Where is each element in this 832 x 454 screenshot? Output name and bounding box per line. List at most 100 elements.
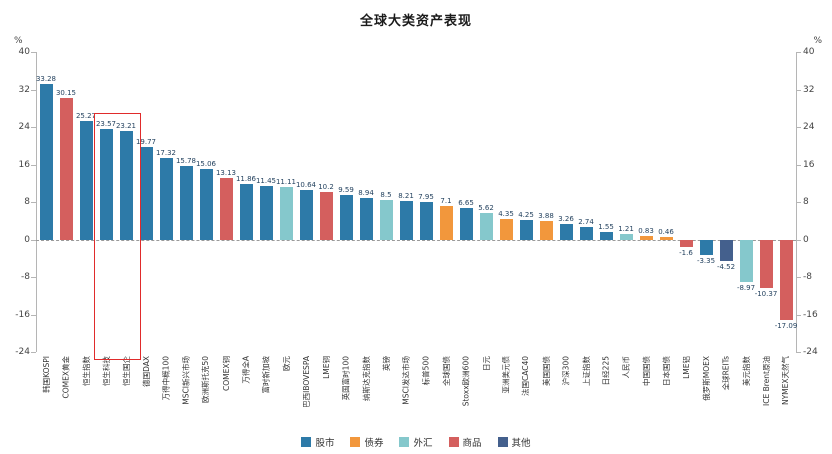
y-tick-label-left: 24 xyxy=(18,122,30,132)
bar-value-label: 30.15 xyxy=(55,89,77,98)
tick-mark-right xyxy=(796,127,801,128)
bar-value-label: 8.94 xyxy=(358,188,374,197)
bar-value-label: 0.46 xyxy=(658,228,674,237)
bar xyxy=(759,239,773,289)
legend-label: 债券 xyxy=(364,438,384,449)
bar xyxy=(739,239,753,282)
bar-value-label: 1.55 xyxy=(598,223,614,232)
legend-item-股市: 股市 xyxy=(301,435,334,449)
bar xyxy=(59,98,73,240)
bar xyxy=(579,226,593,240)
bar xyxy=(659,237,673,240)
y-tick-label-left: 16 xyxy=(18,159,30,170)
tick-mark-right xyxy=(796,164,801,166)
bar-value-label: 7.1 xyxy=(440,197,452,206)
bar-axis-label: MSCI新兴市场 xyxy=(181,356,191,405)
bar-axis-label: 沪深300 xyxy=(561,356,571,386)
bar-value-label: 3.88 xyxy=(538,212,554,221)
bar-axis-label: COMEX黄金 xyxy=(61,356,71,399)
bar-axis-label: 日本国债 xyxy=(661,356,671,386)
legend-item-商品: 商品 xyxy=(448,435,482,449)
bar-axis-label: 德国DAX xyxy=(141,356,151,387)
bar-axis-label: 恒生国企 xyxy=(121,356,131,386)
bar-value-label: 11.86 xyxy=(235,174,257,183)
tick-mark-right xyxy=(796,239,801,241)
bar-axis-label: 美元指数 xyxy=(741,356,751,386)
tick-mark-left xyxy=(31,202,36,203)
bar-value-label: 1.21 xyxy=(618,224,634,233)
bar-axis-label: 全球REITs xyxy=(721,356,731,391)
tick-mark-left xyxy=(31,127,36,128)
bar-axis-label: 标普500 xyxy=(421,356,431,386)
bar-value-label: 33.28 xyxy=(35,74,57,83)
bar-axis-label: 恒生科技 xyxy=(101,356,111,386)
legend-swatch xyxy=(399,437,410,447)
bar-value-label: 8.21 xyxy=(398,192,414,201)
bar-value-label: 10.2 xyxy=(318,182,334,191)
bar xyxy=(119,130,133,240)
bar-axis-label: 亚洲美元债 xyxy=(501,356,511,394)
y-tick-label-right: 32 xyxy=(803,84,815,95)
y-tick-label-left: -24 xyxy=(15,347,30,357)
tick-mark-left xyxy=(31,277,36,278)
y-tick-label-right: 16 xyxy=(803,159,815,170)
y-tick-label-right: 24 xyxy=(803,122,815,132)
tick-mark-right xyxy=(796,314,801,316)
bar-value-label: 4.35 xyxy=(498,210,514,219)
bar-axis-label: 法国CAC40 xyxy=(521,356,531,397)
bar xyxy=(179,165,193,240)
tick-mark-left xyxy=(31,52,36,53)
bar-axis-label: LME铝 xyxy=(681,356,691,379)
bar xyxy=(299,189,313,240)
bar xyxy=(699,239,713,256)
bar-value-label: 10.64 xyxy=(295,180,317,189)
legend-swatch xyxy=(301,437,312,447)
bar-axis-label: NYMEX天然气 xyxy=(781,356,791,406)
bar-axis-label: 富时新加坡 xyxy=(261,356,271,394)
bar xyxy=(259,185,273,240)
tick-mark-left xyxy=(31,164,36,166)
bar-value-label: 9.59 xyxy=(338,185,354,194)
bar-axis-label: 人民币 xyxy=(621,356,631,379)
bar xyxy=(639,235,653,240)
bar xyxy=(219,177,233,240)
chart-title: 全球大类资产表现 xyxy=(359,14,472,29)
bar-value-label: 6.65 xyxy=(458,199,474,208)
legend-item-债券: 债券 xyxy=(350,435,383,449)
bar-axis-label: 英镑 xyxy=(381,356,391,371)
bar-axis-label: 日经225 xyxy=(601,356,611,386)
y-tick-label-right: -24 xyxy=(803,347,818,357)
y-tick-label-right: 0 xyxy=(803,234,809,245)
bar xyxy=(339,194,353,240)
tick-mark-right xyxy=(796,89,801,91)
bar-value-label: 19.77 xyxy=(135,137,157,146)
bar xyxy=(679,239,693,247)
legend-label: 外汇 xyxy=(413,438,433,449)
bar-value-label: 25.27 xyxy=(75,112,97,121)
bar-value-label: 15.78 xyxy=(175,156,197,165)
bar xyxy=(519,219,533,240)
bar-value-label: 2.74 xyxy=(578,217,594,226)
bar xyxy=(599,232,613,240)
bar-axis-label: 中国国债 xyxy=(641,356,651,386)
bar xyxy=(559,224,573,240)
bar-value-label: 17.32 xyxy=(155,149,177,158)
legend-swatch xyxy=(497,437,508,447)
bar-value-label: -10.37 xyxy=(754,290,778,299)
bar-axis-label: 俄罗斯MOEX xyxy=(701,356,711,401)
legend-swatch xyxy=(350,437,361,447)
bar xyxy=(359,197,373,240)
bar-value-label: 23.21 xyxy=(115,121,137,130)
bar xyxy=(539,221,553,240)
y-tick-label-left: 40 xyxy=(18,47,30,57)
tick-mark-left xyxy=(31,89,36,91)
tick-mark-left xyxy=(31,314,36,316)
bar-value-label: 4.25 xyxy=(518,210,534,219)
bar-axis-label: ICE Brent原油 xyxy=(761,356,771,406)
bar-axis-label: 万得全A xyxy=(241,356,251,384)
y-axis-unit-right: % xyxy=(813,36,822,46)
bar xyxy=(319,191,333,240)
tick-mark-left xyxy=(31,352,36,353)
tick-mark-right xyxy=(796,352,801,353)
